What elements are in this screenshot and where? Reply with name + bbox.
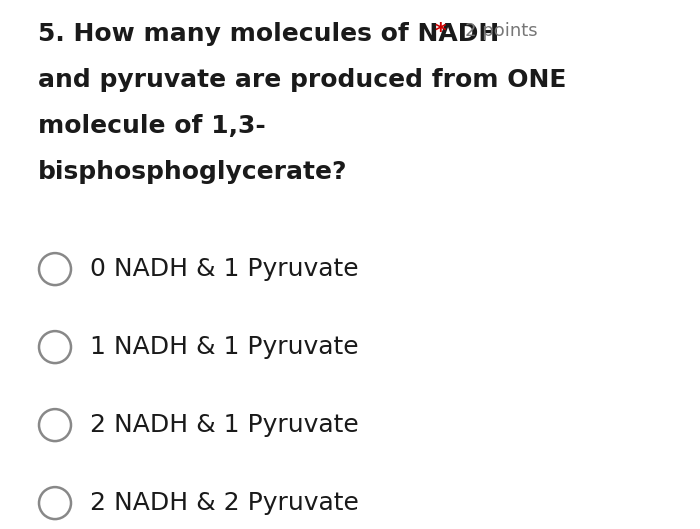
Text: and pyruvate are produced from ONE: and pyruvate are produced from ONE <box>38 68 566 92</box>
Text: molecule of 1,3-: molecule of 1,3- <box>38 114 266 138</box>
Text: 2 points: 2 points <box>465 22 538 40</box>
Circle shape <box>39 331 71 363</box>
Text: 5. How many molecules of NADH: 5. How many molecules of NADH <box>38 22 499 46</box>
Text: 2 NADH & 1 Pyruvate: 2 NADH & 1 Pyruvate <box>90 413 358 437</box>
Text: 0 NADH & 1 Pyruvate: 0 NADH & 1 Pyruvate <box>90 257 358 281</box>
Text: 2 NADH & 2 Pyruvate: 2 NADH & 2 Pyruvate <box>90 491 359 515</box>
Text: *: * <box>435 22 447 42</box>
Circle shape <box>39 487 71 519</box>
Circle shape <box>39 253 71 285</box>
Text: bisphosphoglycerate?: bisphosphoglycerate? <box>38 160 347 184</box>
Circle shape <box>39 409 71 441</box>
Text: 1 NADH & 1 Pyruvate: 1 NADH & 1 Pyruvate <box>90 335 358 359</box>
